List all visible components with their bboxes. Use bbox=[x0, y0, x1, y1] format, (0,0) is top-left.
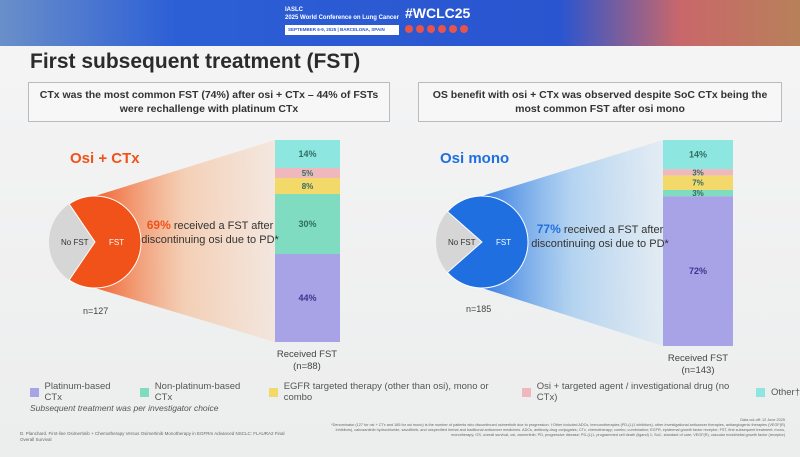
bar-segment bbox=[663, 169, 733, 176]
legend-label: EGFR targeted therapy (other than osi), … bbox=[283, 381, 489, 403]
received-pct: 77% bbox=[536, 222, 561, 236]
youtube-icon bbox=[449, 25, 457, 33]
funnel bbox=[482, 140, 663, 346]
page-title: First subsequent treatment (FST) bbox=[30, 50, 361, 73]
arm-label-osi-mono: Osi mono bbox=[440, 150, 510, 167]
podcast-icon bbox=[460, 25, 468, 33]
subtext: Subsequent treatment was per investigato… bbox=[30, 403, 219, 413]
bar-segment-label: 7% bbox=[692, 179, 704, 188]
bar-segment-label: 30% bbox=[298, 219, 316, 229]
bar-n: (n=88) bbox=[293, 361, 321, 372]
legend-label: Osi + targeted agent / investigational d… bbox=[536, 381, 730, 403]
arm-label-osi-ctx: Osi + CTx bbox=[70, 150, 140, 167]
bar-segment-label: 3% bbox=[692, 189, 704, 198]
bar-segment-label: 3% bbox=[692, 168, 704, 177]
n-total-left: n=127 bbox=[83, 306, 109, 316]
social-icons bbox=[405, 25, 468, 33]
pie-label-no-fst: No FST bbox=[448, 238, 476, 247]
bar-segment-label: 72% bbox=[689, 266, 707, 276]
instagram-icon bbox=[438, 25, 446, 33]
conference-dates: SEPTEMBER 6-9, 2025 | BARCELONA, SPAIN bbox=[285, 25, 399, 35]
x-icon bbox=[427, 25, 435, 33]
bar-segment-label: 14% bbox=[298, 149, 316, 159]
bar-segment bbox=[275, 140, 340, 168]
callout-left: CTx was the most common FST (74%) after … bbox=[28, 82, 390, 122]
bar-segment bbox=[663, 175, 733, 190]
funnel bbox=[95, 140, 275, 342]
bar-segment-label: 5% bbox=[302, 169, 314, 178]
legend: Platinum-based CTx Non-platinum-based CT… bbox=[30, 381, 800, 403]
citation: D. Planchard. First-line Osimertinib + C… bbox=[20, 431, 285, 442]
footnote-text: *Denominator (127 for osi + CTx and 185 … bbox=[331, 423, 785, 437]
data-cutoff: Data cut-off: 12 June 2025 bbox=[740, 418, 785, 422]
bar-label-right: Received FST (n=143) bbox=[653, 353, 743, 377]
legend-label: Non-platinum-based CTx bbox=[154, 381, 241, 403]
conference-logo: IASLC 2025 World Conference on Lung Canc… bbox=[285, 6, 399, 35]
received-rest: received a FST after discontinuing osi d… bbox=[141, 220, 279, 246]
received-pct: 69% bbox=[146, 218, 171, 232]
bar-segment bbox=[275, 194, 340, 254]
bar-segment-label: 8% bbox=[302, 182, 314, 191]
received-text-left: 69% received a FST after discontinuing o… bbox=[135, 218, 285, 247]
bar-segment bbox=[663, 196, 733, 346]
legend-item-other: Other† bbox=[755, 386, 800, 398]
pie-slice-fst bbox=[446, 195, 529, 289]
bar-label: Received FST bbox=[667, 353, 729, 364]
org-name: IASLC bbox=[285, 7, 303, 13]
bar-segment bbox=[663, 140, 733, 170]
facebook-icon bbox=[405, 25, 413, 33]
pie-label-no-fst: No FST bbox=[61, 238, 89, 247]
bar-label-left: Received FST (n=88) bbox=[262, 349, 352, 373]
pie-label-fst: FST bbox=[109, 238, 124, 247]
callout-right: OS benefit with osi + CTx was observed d… bbox=[418, 82, 782, 122]
pie-label-fst: FST bbox=[496, 238, 511, 247]
footnote: Data cut-off: 12 June 2025 *Denominator (… bbox=[320, 418, 785, 438]
legend-item-nonplatinum: Non-platinum-based CTx bbox=[140, 381, 255, 403]
legend-item-egfr: EGFR targeted therapy (other than osi), … bbox=[269, 381, 508, 403]
n-total-right: n=185 bbox=[466, 304, 492, 314]
bar-n: (n=143) bbox=[681, 365, 715, 376]
bar-segment-label: 44% bbox=[298, 293, 316, 303]
linkedin-icon bbox=[416, 25, 424, 33]
legend-label: Platinum-based CTx bbox=[44, 381, 111, 403]
bar-label: Received FST bbox=[276, 349, 338, 360]
pie-slice-fst bbox=[68, 195, 142, 289]
hashtag: #WCLC25 bbox=[405, 5, 471, 21]
received-text-right: 77% received a FST after discontinuing o… bbox=[525, 222, 675, 251]
legend-item-platinum: Platinum-based CTx bbox=[30, 381, 126, 403]
conference-banner: IASLC 2025 World Conference on Lung Canc… bbox=[0, 0, 800, 46]
bar-segment bbox=[663, 189, 733, 197]
bar-segment-label: 14% bbox=[689, 150, 707, 160]
legend-item-osi-targeted: Osi + targeted agent / investigational d… bbox=[522, 381, 742, 403]
bar-segment bbox=[275, 178, 340, 194]
bar-segment bbox=[275, 168, 340, 178]
conference-name: 2025 World Conference on Lung Cancer bbox=[285, 15, 399, 21]
received-rest: received a FST after discontinuing osi d… bbox=[531, 224, 669, 250]
legend-label: Other† bbox=[770, 386, 800, 398]
bar-segment bbox=[275, 254, 340, 342]
